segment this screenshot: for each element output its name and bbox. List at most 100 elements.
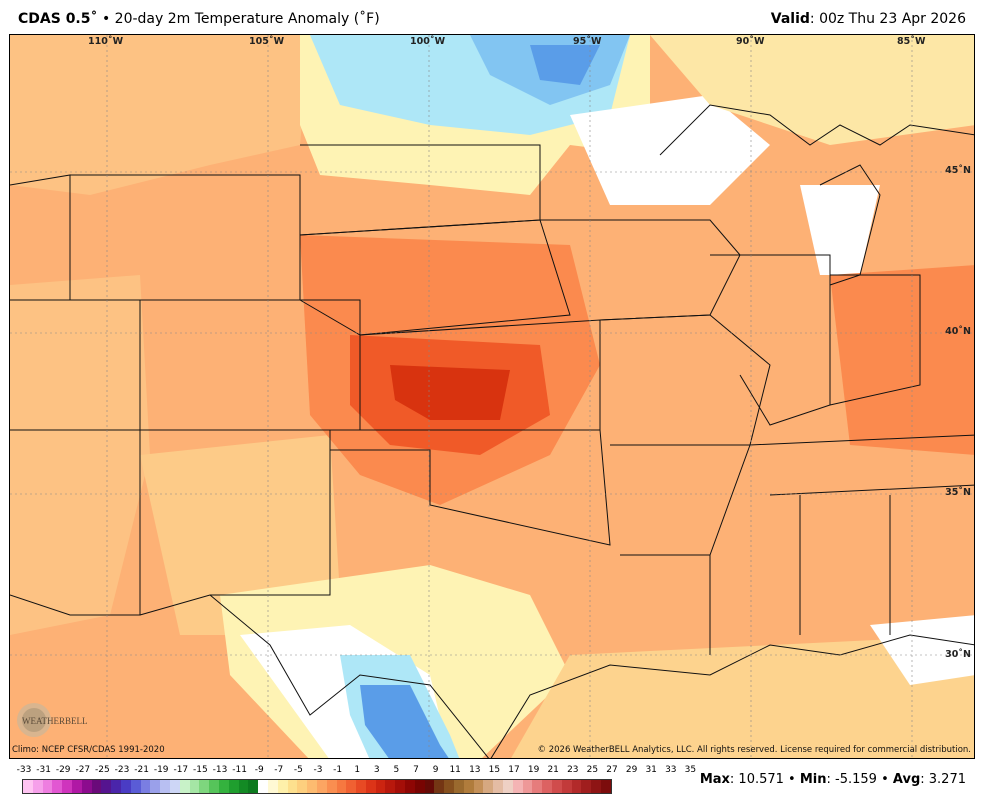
colorbar-swatch [522, 780, 533, 793]
avg-value: : 3.271 [920, 772, 966, 787]
colorbar-tick-label: 13 [469, 765, 481, 775]
colorbar-tick-label: -3 [313, 765, 323, 775]
colorbar-swatch [42, 780, 53, 793]
stats-readout: Max: 10.571 • Min: -5.159 • Avg: 3.271 [700, 772, 966, 787]
lat-label-45n: 45˚N [945, 165, 971, 176]
weatherbell-logo: WEATHERBELL [17, 703, 88, 737]
colorbar-tick-label: 25 [586, 765, 599, 775]
colorbar-tick-label: -17 [173, 765, 189, 775]
lon-label-105w: 105˚W [249, 36, 285, 47]
map-title: CDAS 0.5˚ • 20-day 2m Temperature Anomal… [18, 11, 380, 27]
max-label: Max [699, 772, 730, 787]
colorbar-swatch [287, 780, 298, 793]
lake-michigan-neutral [800, 185, 880, 275]
max-value: : 10.571 [729, 772, 784, 787]
colorbar-tick-label: 9 [432, 765, 439, 775]
colorbar-swatch [483, 780, 494, 793]
lon-label-85w: 85˚W [897, 36, 926, 47]
colorbar-swatch [591, 780, 602, 793]
lon-label-90w: 90˚W [736, 36, 765, 47]
colorbar-swatch [405, 780, 415, 793]
colorbar-swatch [199, 780, 210, 793]
colorbar-tick-label: -19 [153, 765, 169, 775]
colorbar-swatch [336, 780, 347, 793]
map-canvas [10, 35, 974, 758]
colorbar-tick-label: 5 [393, 765, 400, 775]
colorbar-swatch [601, 780, 611, 793]
colorbar-swatch [140, 780, 151, 793]
min-label: Min [799, 772, 827, 787]
colorbar-swatch [32, 780, 43, 793]
colorbar-swatch [375, 780, 386, 793]
colorbar-swatch [356, 780, 366, 793]
florida-neutral [870, 615, 974, 685]
colorbar-swatch [532, 780, 543, 793]
colorbar-tick-label: -13 [212, 765, 228, 775]
colorbar-tick-label: -23 [114, 765, 130, 775]
avg-label: Avg [892, 772, 921, 787]
colorbar-tick-label: 21 [547, 765, 559, 775]
colorbar-tick-label: 3 [373, 765, 380, 775]
lat-label-40n: 40˚N [945, 326, 971, 337]
valid-time: Valid: 00z Thu 23 Apr 2026 [771, 11, 966, 27]
colorbar-swatch [238, 780, 249, 793]
stats-sep-1: • [783, 772, 800, 787]
colorbar-swatch [23, 780, 33, 793]
lon-label-95w: 95˚W [573, 36, 602, 47]
texas-cold-core [360, 685, 449, 758]
colorbar-tick-label: -29 [55, 765, 71, 775]
northwest-warm-field [10, 35, 310, 195]
colorbar-swatch [120, 780, 131, 793]
colorbar-swatch [571, 780, 582, 793]
state-borders [10, 104, 974, 758]
north-cold-core [530, 45, 600, 85]
colorbar-swatch [581, 780, 592, 793]
colorbar-tick-label: -1 [333, 765, 343, 775]
kansas-hottest-core [390, 365, 510, 420]
latlon-grid [10, 35, 974, 758]
colorbar-labels: -33 -31 -29 -27 -25 -23 -21 -19 -17 -15 -13 -11 -9 -7… [12, 765, 712, 777]
colorbar-swatch [209, 780, 219, 793]
northeast-light-field [650, 35, 974, 145]
colorbar-swatch [130, 780, 141, 793]
colorbar-swatch [160, 780, 170, 793]
colorbar-swatch [542, 780, 553, 793]
colorbar-swatch [91, 780, 102, 793]
colorbar-swatch [228, 780, 239, 793]
copyright-note: © 2026 WeatherBELL Analytics, LLC. All r… [537, 745, 971, 755]
ohio-valley-warm [830, 265, 974, 455]
gulf-light-field [511, 635, 974, 758]
valid-value: : 00z Thu 23 Apr 2026 [809, 11, 966, 27]
colorbar-swatch [326, 780, 337, 793]
colorbar-tick-label: 15 [488, 765, 501, 775]
colorbar-swatch [454, 780, 464, 793]
colorbar-swatch [493, 780, 504, 793]
colorbar-tick-label: 17 [508, 765, 520, 775]
colorbar-tick-label: -31 [36, 765, 51, 775]
colorbar-swatch [414, 780, 425, 793]
colorbar-swatch [307, 780, 317, 793]
lat-label-30n: 30˚N [945, 649, 971, 660]
lon-label-100w: 100˚W [410, 36, 446, 47]
min-value: : -5.159 [826, 772, 877, 787]
stats-sep-2: • [876, 772, 893, 787]
colorbar-swatch [512, 780, 523, 793]
valid-label: Valid [770, 11, 810, 27]
colorbar-swatch [111, 780, 121, 793]
colorbar-swatch [424, 780, 435, 793]
colorbar-swatch [444, 780, 455, 793]
colorbar-tick-label: -33 [16, 765, 32, 775]
lon-label-110w: 110˚W [88, 36, 124, 47]
colorbar-swatch [473, 780, 484, 793]
colorbar-tick-label: 23 [567, 765, 579, 775]
colorbar-swatch [169, 780, 180, 793]
colorbar-swatch [385, 780, 396, 793]
colorbar-swatch [218, 780, 229, 793]
colorbar-swatch [503, 780, 513, 793]
southwest-warm-field [10, 275, 150, 635]
colorbar-tick-label: 27 [606, 765, 618, 775]
colorbar-swatch [561, 780, 572, 793]
colorbar-swatch [248, 780, 259, 793]
colorbar-swatch [316, 780, 327, 793]
colorbar-swatch [395, 780, 406, 793]
